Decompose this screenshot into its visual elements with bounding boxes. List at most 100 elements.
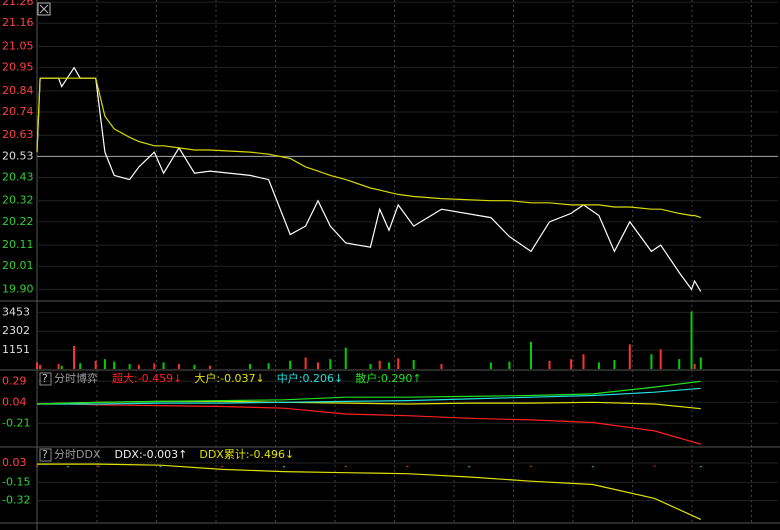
bar xyxy=(597,362,600,369)
bar xyxy=(159,466,162,468)
bar xyxy=(137,364,140,369)
help-icon-mark: ? xyxy=(42,448,48,461)
bar xyxy=(304,357,307,369)
close-icon[interactable] xyxy=(37,2,51,16)
bar xyxy=(699,357,702,369)
y-tick-label: -0.15 xyxy=(2,475,30,488)
bar xyxy=(699,466,702,468)
y-tick-label: 20.74 xyxy=(2,105,34,118)
bar xyxy=(406,465,409,467)
y-tick-label: 19.90 xyxy=(2,282,34,295)
bar xyxy=(128,364,131,369)
bar xyxy=(60,365,63,369)
bar xyxy=(113,361,116,369)
y-tick-label: -0.32 xyxy=(2,494,30,507)
y-tick-label: 21.26 xyxy=(2,0,34,8)
y-tick-label: 20.11 xyxy=(2,238,34,251)
bar xyxy=(208,365,211,369)
legend-entry: DDX:-0.003↑ xyxy=(114,448,187,461)
close-icon-x xyxy=(39,4,49,14)
y-tick-label: 20.01 xyxy=(2,259,34,272)
legend-entry: DDX累计:-0.496↓ xyxy=(199,448,294,461)
line xyxy=(36,380,701,405)
bar xyxy=(289,360,292,369)
help-icon[interactable] xyxy=(39,448,52,462)
bar xyxy=(36,465,38,467)
legend-entry: 中户:0.206↓ xyxy=(277,371,343,385)
line xyxy=(37,403,701,445)
bar xyxy=(570,359,573,369)
bar xyxy=(591,466,594,468)
bar xyxy=(628,344,631,369)
y-tick-label: 1151 xyxy=(2,343,30,356)
bar xyxy=(162,362,165,369)
bar xyxy=(57,364,60,369)
bar xyxy=(221,465,224,467)
bar xyxy=(193,364,196,369)
line xyxy=(37,463,702,520)
bar xyxy=(693,364,696,369)
y-tick-label: 0.04 xyxy=(2,395,27,408)
legend-entry: 超大:-0.459↓ xyxy=(112,371,182,385)
bar xyxy=(94,360,97,369)
bar xyxy=(489,362,492,369)
legend-entry: 散户:0.290↑ xyxy=(355,371,421,385)
bar xyxy=(397,358,400,369)
y-tick-label: 20.63 xyxy=(2,128,34,141)
help-icon-mark: ? xyxy=(42,372,48,385)
bar xyxy=(344,347,347,369)
y-tick-label: 3453 xyxy=(2,305,30,318)
bar xyxy=(249,364,252,369)
bar xyxy=(39,364,42,369)
bar xyxy=(653,465,656,467)
bar xyxy=(369,364,372,369)
y-tick-label: 21.05 xyxy=(2,39,34,52)
bar xyxy=(79,363,82,369)
y-tick-label: 20.22 xyxy=(2,215,34,228)
bar xyxy=(36,362,38,369)
line xyxy=(36,66,702,292)
bar xyxy=(73,346,76,369)
bar xyxy=(283,466,285,468)
y-tick-label: -0.21 xyxy=(2,416,30,429)
bar xyxy=(690,311,693,369)
y-tick-label: 0.29 xyxy=(2,374,27,387)
y-tick-label: 20.32 xyxy=(2,194,34,207)
bar xyxy=(582,354,585,369)
y-tick-label: 2302 xyxy=(2,324,30,337)
bar xyxy=(650,354,653,369)
bar xyxy=(267,363,270,369)
panel-title: 分时博弈 xyxy=(54,371,98,385)
bar xyxy=(97,465,100,467)
bar xyxy=(103,359,106,369)
bar xyxy=(378,360,381,369)
y-tick-label: 0.03 xyxy=(2,456,27,469)
bar xyxy=(613,359,616,369)
y-tick-label: 20.95 xyxy=(2,61,34,74)
bar xyxy=(468,466,471,468)
bar xyxy=(387,362,390,369)
bar xyxy=(548,360,551,369)
bar xyxy=(178,364,181,369)
bar xyxy=(153,363,156,369)
bar xyxy=(412,359,415,369)
y-tick-label: 20.43 xyxy=(2,170,34,183)
bar xyxy=(66,466,69,468)
bar xyxy=(678,359,681,369)
line xyxy=(36,77,701,219)
help-icon[interactable] xyxy=(39,372,52,386)
bar xyxy=(659,349,662,369)
line xyxy=(37,387,701,405)
bar xyxy=(316,362,319,369)
bar xyxy=(440,364,443,369)
legend-entry: 大户:-0.037↓ xyxy=(194,371,264,385)
bar xyxy=(344,466,347,468)
y-tick-label: 20.53 xyxy=(2,149,34,162)
bar xyxy=(329,359,332,369)
bar xyxy=(530,341,532,369)
y-tick-label: 20.84 xyxy=(2,84,34,97)
panel-title: 分时DDX xyxy=(54,448,101,461)
y-tick-label: 21.16 xyxy=(2,16,34,29)
bar xyxy=(508,361,511,369)
